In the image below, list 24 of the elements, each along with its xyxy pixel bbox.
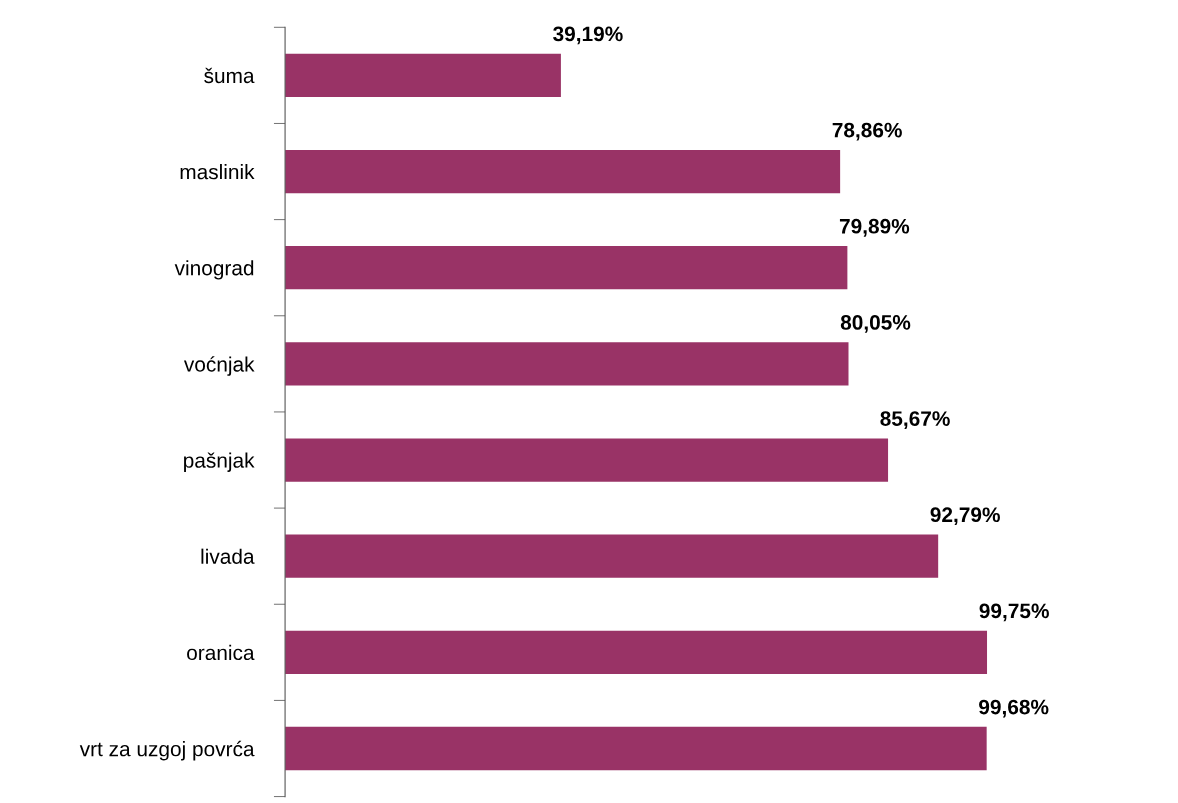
bar [285, 342, 849, 386]
bar [285, 53, 561, 98]
bar [285, 438, 889, 482]
y-tick-label: livada [201, 548, 255, 564]
bar [285, 149, 841, 194]
data-label: 99,68% [979, 699, 1049, 718]
y-tick-label: oranica [187, 644, 255, 661]
y-tick-label: pašnjak [184, 452, 255, 472]
data-label: 85,67% [880, 411, 950, 429]
data-label: 80,05% [840, 315, 911, 333]
data-label: 78,86% [832, 122, 902, 141]
data-label: 39,19% [553, 26, 623, 45]
bar [285, 246, 848, 290]
y-tick-label: voćnjak [183, 356, 255, 376]
bar [285, 726, 987, 771]
bar [285, 534, 939, 578]
data-label: 92,79% [930, 507, 1000, 526]
data-label: 79,89% [839, 218, 910, 237]
y-tick-label: vrt za uzgoj povrća [79, 740, 255, 761]
y-tick-label: maslinik [180, 163, 255, 180]
data-label: 99,75% [979, 603, 1049, 622]
bar [285, 630, 988, 674]
y-tick-label: vinograd [174, 260, 254, 280]
y-tick-label: šuma [204, 67, 255, 84]
